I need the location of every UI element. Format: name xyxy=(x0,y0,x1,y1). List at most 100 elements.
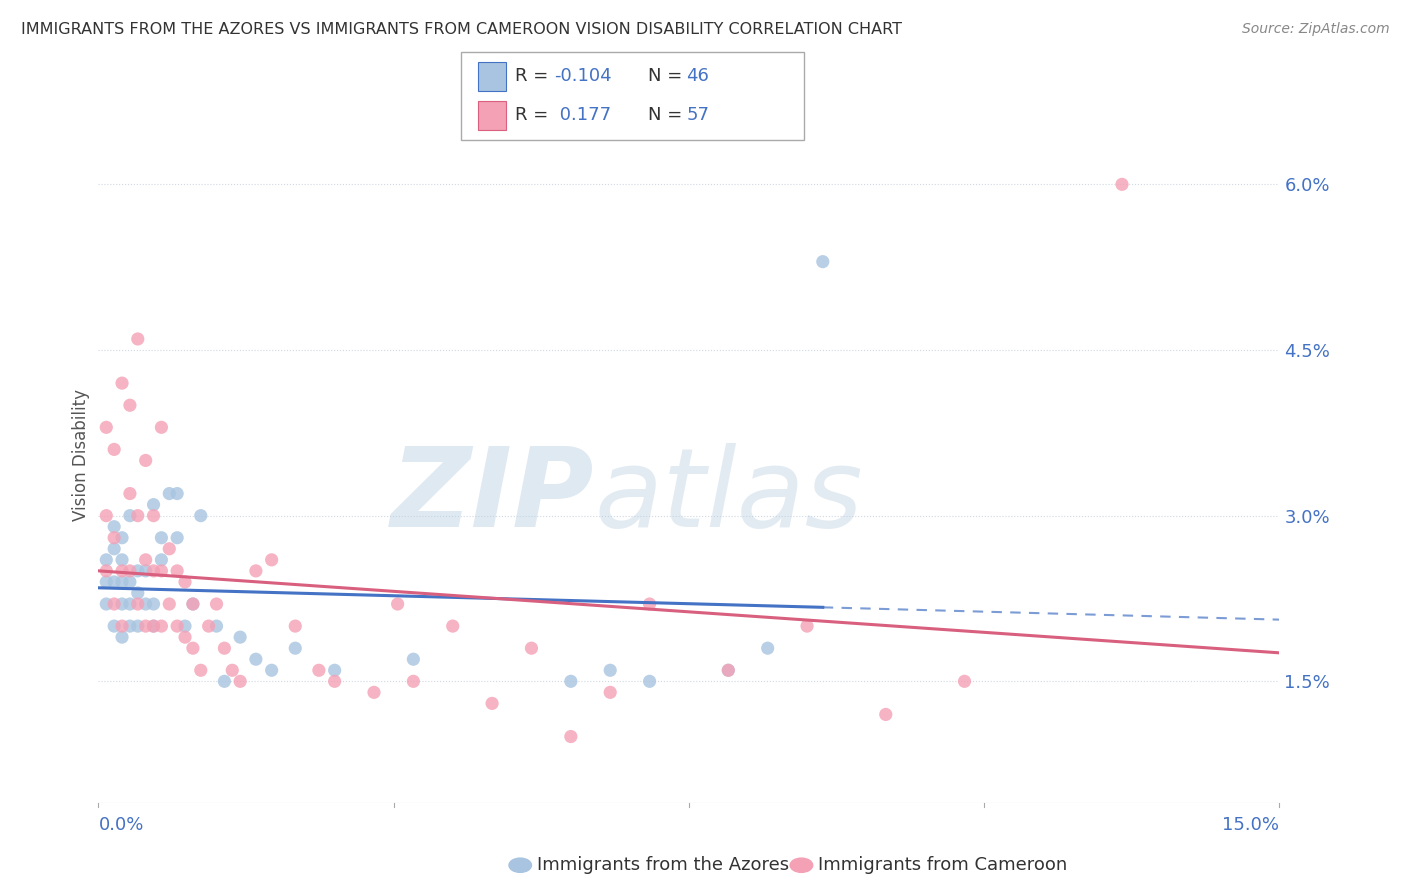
Point xyxy=(205,619,228,633)
Point xyxy=(157,486,180,500)
Point xyxy=(323,663,346,677)
Point xyxy=(166,486,188,500)
Point xyxy=(638,597,661,611)
Point xyxy=(111,376,134,391)
Point xyxy=(150,531,173,545)
Text: 15.0%: 15.0% xyxy=(1222,816,1279,834)
Point xyxy=(96,508,118,523)
Text: 0.0%: 0.0% xyxy=(98,816,143,834)
Point xyxy=(142,619,165,633)
Point xyxy=(308,663,330,677)
Point xyxy=(111,619,134,633)
Point xyxy=(127,508,149,523)
Point xyxy=(111,553,134,567)
Point xyxy=(214,674,236,689)
Point xyxy=(284,619,307,633)
Point xyxy=(96,574,118,589)
Point xyxy=(756,641,779,656)
Point xyxy=(142,597,165,611)
Text: ZIP: ZIP xyxy=(391,443,595,550)
Point xyxy=(387,597,409,611)
Point xyxy=(103,541,125,556)
Point xyxy=(560,674,582,689)
Point xyxy=(127,597,149,611)
Point xyxy=(111,531,134,545)
Point xyxy=(402,674,425,689)
Point xyxy=(127,332,149,346)
Text: Source: ZipAtlas.com: Source: ZipAtlas.com xyxy=(1241,22,1389,37)
Point xyxy=(599,663,621,677)
Point xyxy=(190,508,212,523)
Point xyxy=(111,574,134,589)
Point xyxy=(214,641,236,656)
Point xyxy=(135,553,157,567)
Point xyxy=(811,254,834,268)
Point xyxy=(441,619,464,633)
Point xyxy=(118,574,141,589)
Point xyxy=(638,674,661,689)
Point xyxy=(118,398,141,412)
Point xyxy=(166,531,188,545)
Point xyxy=(150,564,173,578)
Point xyxy=(245,652,267,666)
Point xyxy=(260,663,283,677)
Point xyxy=(103,519,125,533)
Point xyxy=(323,674,346,689)
Point xyxy=(135,564,157,578)
Point xyxy=(190,663,212,677)
Point xyxy=(260,553,283,567)
Text: atlas: atlas xyxy=(595,443,863,550)
Point xyxy=(135,453,157,467)
Point xyxy=(174,574,197,589)
Point xyxy=(150,553,173,567)
Point xyxy=(118,508,141,523)
Point xyxy=(142,619,165,633)
Point xyxy=(127,619,149,633)
Y-axis label: Vision Disability: Vision Disability xyxy=(72,389,90,521)
Point xyxy=(118,486,141,500)
Text: N =: N = xyxy=(648,105,688,123)
Point xyxy=(229,630,252,644)
Point xyxy=(717,663,740,677)
Point xyxy=(150,420,173,434)
Point xyxy=(96,420,118,434)
Point xyxy=(875,707,897,722)
Point xyxy=(103,574,125,589)
Point xyxy=(181,597,204,611)
Point xyxy=(181,641,204,656)
Point xyxy=(197,619,219,633)
Point xyxy=(111,597,134,611)
Point xyxy=(181,597,204,611)
Point xyxy=(221,663,243,677)
Text: R =: R = xyxy=(515,68,554,86)
Text: R =: R = xyxy=(515,105,554,123)
Point xyxy=(96,553,118,567)
Point xyxy=(118,619,141,633)
Point xyxy=(142,508,165,523)
Point xyxy=(229,674,252,689)
Text: -0.104: -0.104 xyxy=(554,68,612,86)
Point xyxy=(157,541,180,556)
Text: N =: N = xyxy=(648,68,688,86)
Point xyxy=(127,564,149,578)
Point xyxy=(135,597,157,611)
Point xyxy=(174,619,197,633)
Point xyxy=(142,498,165,512)
Point xyxy=(363,685,385,699)
Point xyxy=(118,564,141,578)
Point xyxy=(166,619,188,633)
Point xyxy=(481,697,503,711)
Point xyxy=(599,685,621,699)
Text: IMMIGRANTS FROM THE AZORES VS IMMIGRANTS FROM CAMEROON VISION DISABILITY CORRELA: IMMIGRANTS FROM THE AZORES VS IMMIGRANTS… xyxy=(21,22,903,37)
Point xyxy=(103,442,125,457)
Point xyxy=(142,564,165,578)
Point xyxy=(402,652,425,666)
Point xyxy=(157,597,180,611)
Text: 46: 46 xyxy=(686,68,709,86)
Point xyxy=(135,619,157,633)
Point xyxy=(111,630,134,644)
Point xyxy=(96,597,118,611)
Point xyxy=(127,586,149,600)
Point xyxy=(560,730,582,744)
Point xyxy=(150,619,173,633)
